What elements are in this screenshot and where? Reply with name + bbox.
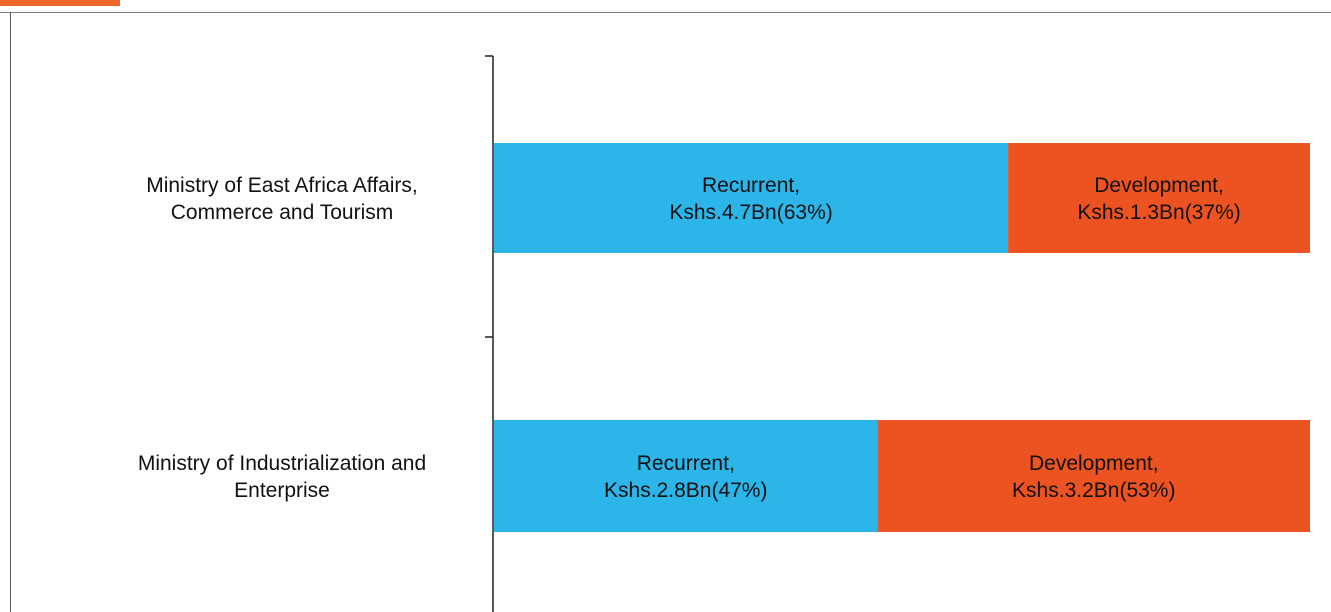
bar-recurrent-0 <box>494 143 1009 253</box>
category-label-1-line: Enterprise <box>234 479 330 502</box>
data-label-recurrent-0: Recurrent, Kshs.4.7Bn(63%) <box>669 174 832 224</box>
data-label-recurrent-1-line: Recurrent, <box>637 452 735 475</box>
data-label-recurrent-1-line: Kshs.2.8Bn(47%) <box>604 479 767 502</box>
data-label-development-0-line: Development, <box>1094 174 1224 197</box>
data-label-development-1-line: Kshs.3.2Bn(53%) <box>1012 479 1175 502</box>
category-label-1: Ministry of Industrialization and Enterpr… <box>138 452 426 502</box>
data-label-development-0-line: Kshs.1.3Bn(37%) <box>1077 201 1240 224</box>
data-label-development-1-line: Development, <box>1029 452 1159 475</box>
data-label-development-1: Development, Kshs.3.2Bn(53%) <box>1012 452 1175 502</box>
bar-recurrent-1 <box>494 420 878 532</box>
data-label-development-0: Development, Kshs.1.3Bn(37%) <box>1077 174 1240 224</box>
category-label-0: Ministry of East Africa Affairs, Commerce… <box>146 174 418 224</box>
data-label-recurrent-1: Recurrent, Kshs.2.8Bn(47%) <box>604 452 767 502</box>
category-label-0-line: Commerce and Tourism <box>171 201 394 224</box>
category-label-1-line: Ministry of Industrialization and <box>138 452 426 475</box>
category-label-0-line: Ministry of East Africa Affairs, <box>146 174 418 197</box>
bar-development-0 <box>1008 143 1310 253</box>
frame-left-border <box>10 12 11 612</box>
data-label-recurrent-0-line: Kshs.4.7Bn(63%) <box>669 201 832 224</box>
top-accent-bar <box>0 0 120 6</box>
frame-top-border <box>0 12 1331 13</box>
data-label-recurrent-0-line: Recurrent, <box>702 174 800 197</box>
bar-development-1 <box>877 420 1310 532</box>
